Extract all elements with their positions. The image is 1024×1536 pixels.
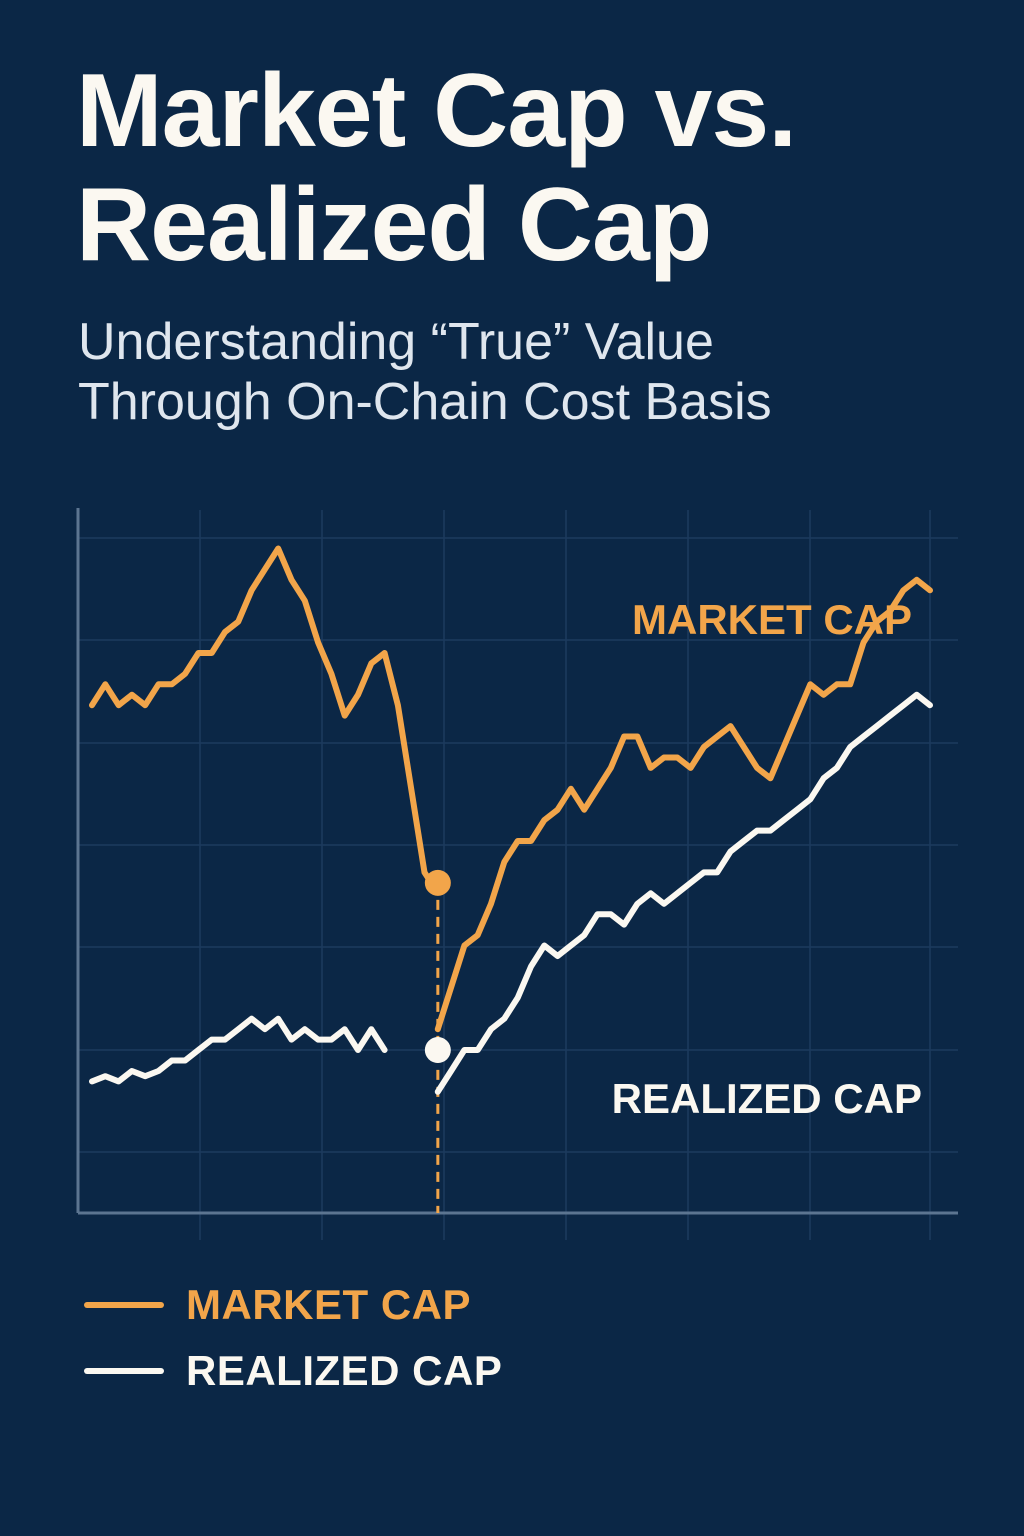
page-title: Market Cap vs. Realized Cap [76,54,996,282]
realized-cap-swatch [84,1368,164,1374]
realized-cap-annotation: REALIZED CAP [612,1075,922,1122]
chart-legend: MARKET CAP REALIZED CAP [84,1272,684,1404]
chart-markers [424,869,451,1064]
legend-item-realized-cap: REALIZED CAP [84,1338,684,1404]
chart-series [89,545,933,1095]
page-subtitle: Understanding “True” Value Through On-Ch… [78,312,978,432]
market-cap-marker [424,869,451,896]
chart-grid [78,510,958,1240]
title-line-1: Market Cap vs. [76,53,797,169]
legend-label-market-cap: MARKET CAP [186,1281,471,1328]
market-cap-swatch [84,1302,164,1308]
legend-item-market-cap: MARKET CAP [84,1272,684,1338]
realized-cap-marker [424,1037,451,1064]
subtitle-line-2: Through On-Chain Cost Basis [78,373,772,431]
market-cap-recovery-line [434,576,933,1033]
realized-cap-line [89,1015,388,1085]
title-line-2: Realized Cap [76,167,712,283]
subtitle-line-1: Understanding “True” Value [78,313,714,371]
market-cap-annotation: MARKET CAP [632,596,912,643]
chart-axes [76,508,958,1215]
realized-cap-recovery-line [434,691,933,1095]
legend-label-realized-cap: REALIZED CAP [186,1347,503,1394]
market-cap-line [89,545,435,886]
